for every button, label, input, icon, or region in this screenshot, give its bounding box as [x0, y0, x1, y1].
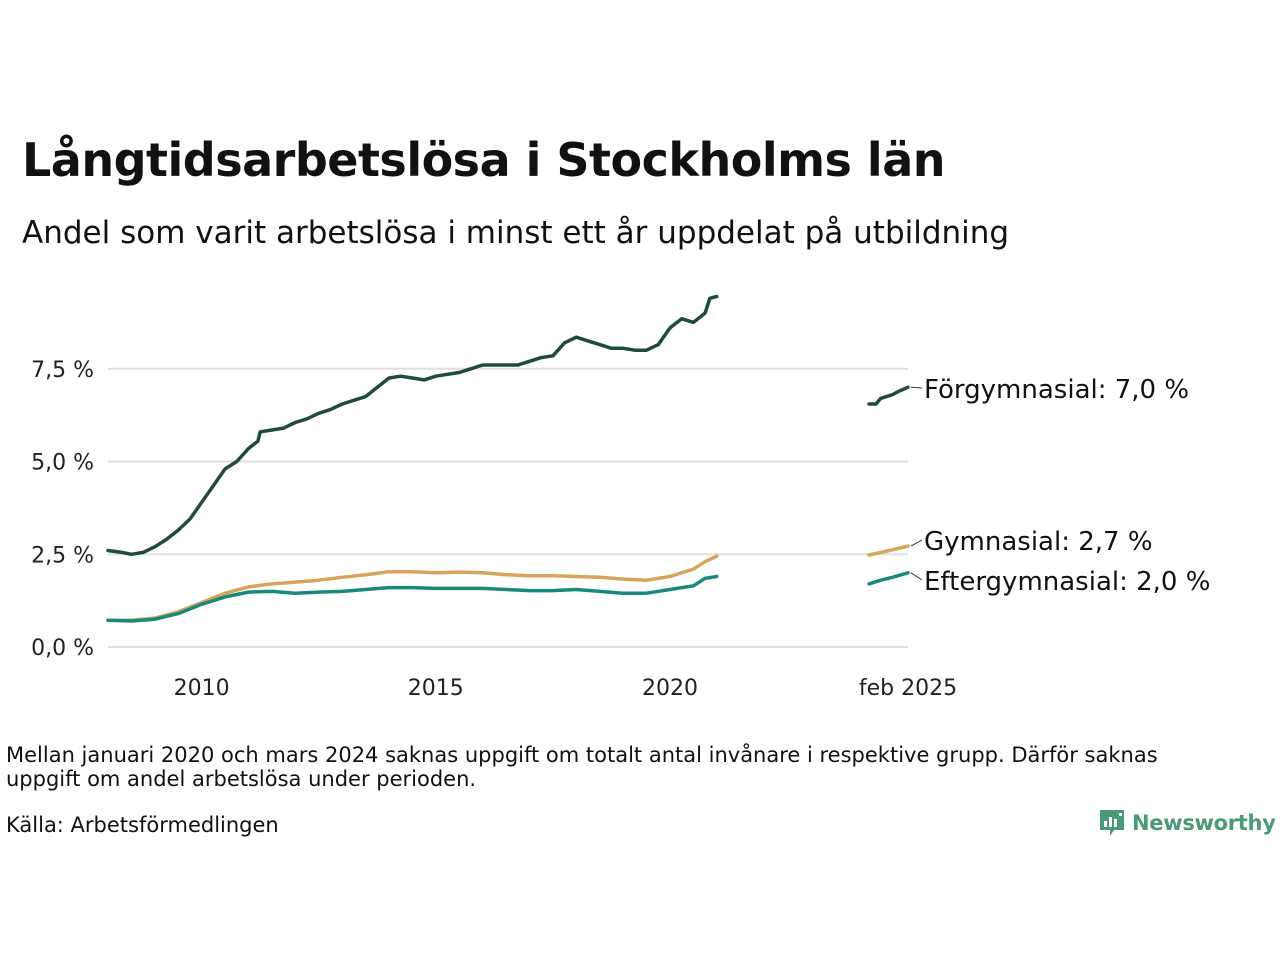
x-axis: 2010 2015 2020 feb 2025	[174, 676, 957, 701]
series-line-förgymnasial	[867, 385, 910, 406]
y-tick-label: 7,5 %	[31, 358, 94, 383]
x-tick-label: 2010	[174, 676, 230, 701]
series-line-förgymnasial	[106, 294, 719, 557]
x-tick-label: feb 2025	[859, 676, 957, 701]
series-label-gymnasial: Gymnasial: 2,7 %	[924, 527, 1153, 557]
y-axis: 0,0 % 2,5 % 5,0 % 7,5 %	[31, 358, 94, 661]
series-line-gymnasial	[867, 544, 910, 557]
line-chart: 0,0 % 2,5 % 5,0 % 7,5 % 2010 2015 2020 feb 202…	[31, 294, 1210, 701]
y-tick-label: 0,0 %	[31, 636, 94, 661]
series-label-eftergymnasial: Eftergymnasial: 2,0 %	[924, 567, 1210, 597]
x-tick-label: 2020	[642, 676, 698, 701]
label-leader-line	[910, 386, 923, 389]
series-label-förgymnasial: Förgymnasial: 7,0 %	[924, 375, 1189, 405]
y-tick-label: 5,0 %	[31, 451, 94, 476]
newsworthy-logo: Newsworthy	[1098, 808, 1276, 838]
series-line-eftergymnasial	[106, 574, 719, 623]
footnote: Mellan januari 2020 och mars 2024 saknas…	[6, 743, 1158, 791]
series-lines	[106, 294, 910, 623]
grid-lines	[108, 367, 908, 648]
series-line-eftergymnasial	[867, 571, 910, 586]
chart-subtitle: Andel som varit arbetslösa i minst ett å…	[22, 215, 1010, 251]
source-text: Källa: Arbetsförmedlingen	[6, 813, 279, 837]
series-labels: Förgymnasial: 7,0 % Gymnasial: 2,7 % Efter…	[910, 375, 1210, 597]
series-line-gymnasial	[106, 554, 719, 623]
chart-title: Långtidsarbetslösa i Stockholms län	[22, 133, 945, 187]
y-tick-label: 2,5 %	[31, 543, 94, 568]
x-tick-label: 2015	[408, 676, 464, 701]
label-leader-line	[910, 539, 923, 547]
newsworthy-logo-text: Newsworthy	[1132, 811, 1276, 835]
newsworthy-logo-icon	[1100, 810, 1124, 836]
label-leader-line	[910, 572, 923, 581]
